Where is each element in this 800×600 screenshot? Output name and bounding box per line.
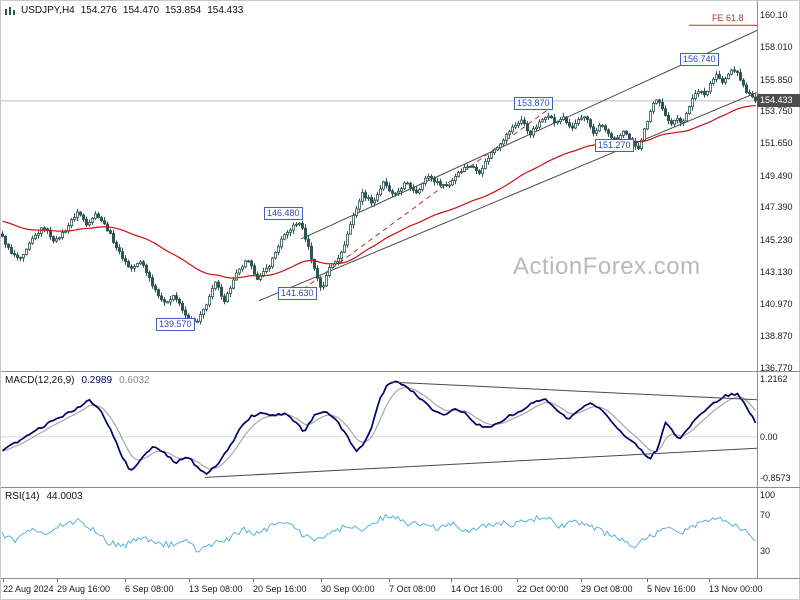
- price-axis-label: 151.650: [760, 138, 793, 148]
- price-axis-label: 149.490: [760, 171, 793, 181]
- fib-extension-label[interactable]: FE 61.8: [712, 13, 744, 23]
- symbol-label: USDJPY,H4: [21, 5, 75, 16]
- price-tag-annotation[interactable]: 141.630: [278, 287, 317, 300]
- time-axis-label: 7 Oct 08:00: [389, 584, 436, 594]
- time-axis-label: 6 Sep 08:00: [125, 584, 174, 594]
- ohlc-high: 154.470: [122, 5, 160, 16]
- time-axis-tick: [57, 579, 58, 582]
- price-axis-label: 158.010: [760, 42, 793, 52]
- watermark: ActionForex.com: [513, 253, 701, 280]
- macd-name: MACD(12,26,9): [5, 375, 75, 386]
- price-axis-label: 160.10: [760, 10, 788, 20]
- rsi-title: RSI(14) 44.0003: [5, 491, 83, 502]
- time-axis-label: 14 Oct 16:00: [451, 584, 503, 594]
- price-axis-label: 136.770: [760, 363, 793, 373]
- ohlc-open: 154.276: [80, 5, 117, 16]
- macd-axis-label: -0.8573: [760, 473, 791, 483]
- rsi-value: 44.0003: [46, 491, 83, 502]
- time-axis-tick: [389, 579, 390, 582]
- rsi-axis-label: 30: [760, 546, 771, 556]
- price-tag-annotation[interactable]: 139.570: [156, 318, 195, 331]
- time-axis-label: 13 Sep 08:00: [189, 584, 243, 594]
- time-axis-tick: [647, 579, 648, 582]
- time-axis-tick: [709, 579, 710, 582]
- price-tag-annotation[interactable]: 156.740: [680, 53, 719, 66]
- rsi-axis-label: 100: [760, 490, 776, 500]
- macd-title: MACD(12,26,9) 0.2989 0.6032: [5, 375, 150, 386]
- price-chart-canvas[interactable]: [1, 1, 757, 371]
- macd-axis-label: 1.2162: [760, 374, 788, 384]
- time-axis-label: 29 Oct 08:00: [581, 584, 633, 594]
- price-axis-label: 147.390: [760, 202, 793, 212]
- price-axis-label: 140.970: [760, 299, 793, 309]
- time-axis-label: 5 Nov 16:00: [647, 584, 696, 594]
- price-axis-label: 145.230: [760, 235, 793, 245]
- macd-axis-label: 0.00: [760, 432, 778, 442]
- time-axis-tick: [451, 579, 452, 582]
- time-axis[interactable]: [1, 579, 757, 600]
- time-axis-tick: [3, 579, 4, 582]
- time-axis-label: 29 Aug 16:00: [57, 584, 111, 594]
- ohlc-close: 154.433: [207, 5, 244, 16]
- symbol-info: USDJPY,H4 154.276 154.470 153.854 154.43…: [5, 5, 243, 16]
- time-axis-tick: [253, 579, 254, 582]
- current-price-tag: 154.433: [757, 94, 800, 107]
- rsi-name: RSI(14): [5, 491, 40, 502]
- time-axis-tick: [321, 579, 322, 582]
- chart-icon: [5, 6, 15, 15]
- price-macd-separator[interactable]: [1, 371, 800, 372]
- price-tag-annotation[interactable]: 146.480: [264, 207, 303, 220]
- rsi-canvas[interactable]: [1, 488, 757, 578]
- time-axis-tick: [517, 579, 518, 582]
- time-axis-label: 30 Sep 00:00: [321, 584, 375, 594]
- time-axis-tick: [125, 579, 126, 582]
- price-tag-annotation[interactable]: 151.270: [595, 139, 634, 152]
- price-tag-annotation[interactable]: 153.870: [514, 97, 553, 110]
- macd-value-signal: 0.6032: [119, 375, 150, 386]
- time-axis-label: 20 Sep 16:00: [253, 584, 307, 594]
- macd-rsi-separator[interactable]: [1, 487, 800, 488]
- axis-separator: [757, 1, 758, 578]
- time-axis-label: 22 Oct 00:00: [517, 584, 569, 594]
- macd-value-main: 0.2989: [81, 375, 113, 386]
- time-axis-label: 22 Aug 2024: [3, 584, 54, 594]
- macd-canvas[interactable]: [1, 372, 757, 487]
- time-axis-tick: [581, 579, 582, 582]
- price-axis-label: 155.850: [760, 75, 793, 85]
- ohlc-low: 153.854: [165, 5, 202, 16]
- price-axis-label: 143.130: [760, 267, 793, 277]
- rsi-timeaxis-separator: [1, 578, 800, 579]
- price-axis-label: 153.750: [760, 106, 793, 116]
- time-axis-label: 13 Nov 00:00: [709, 584, 763, 594]
- price-axis-label: 138.870: [760, 331, 793, 341]
- time-axis-tick: [189, 579, 190, 582]
- rsi-axis-label: 70: [760, 510, 771, 520]
